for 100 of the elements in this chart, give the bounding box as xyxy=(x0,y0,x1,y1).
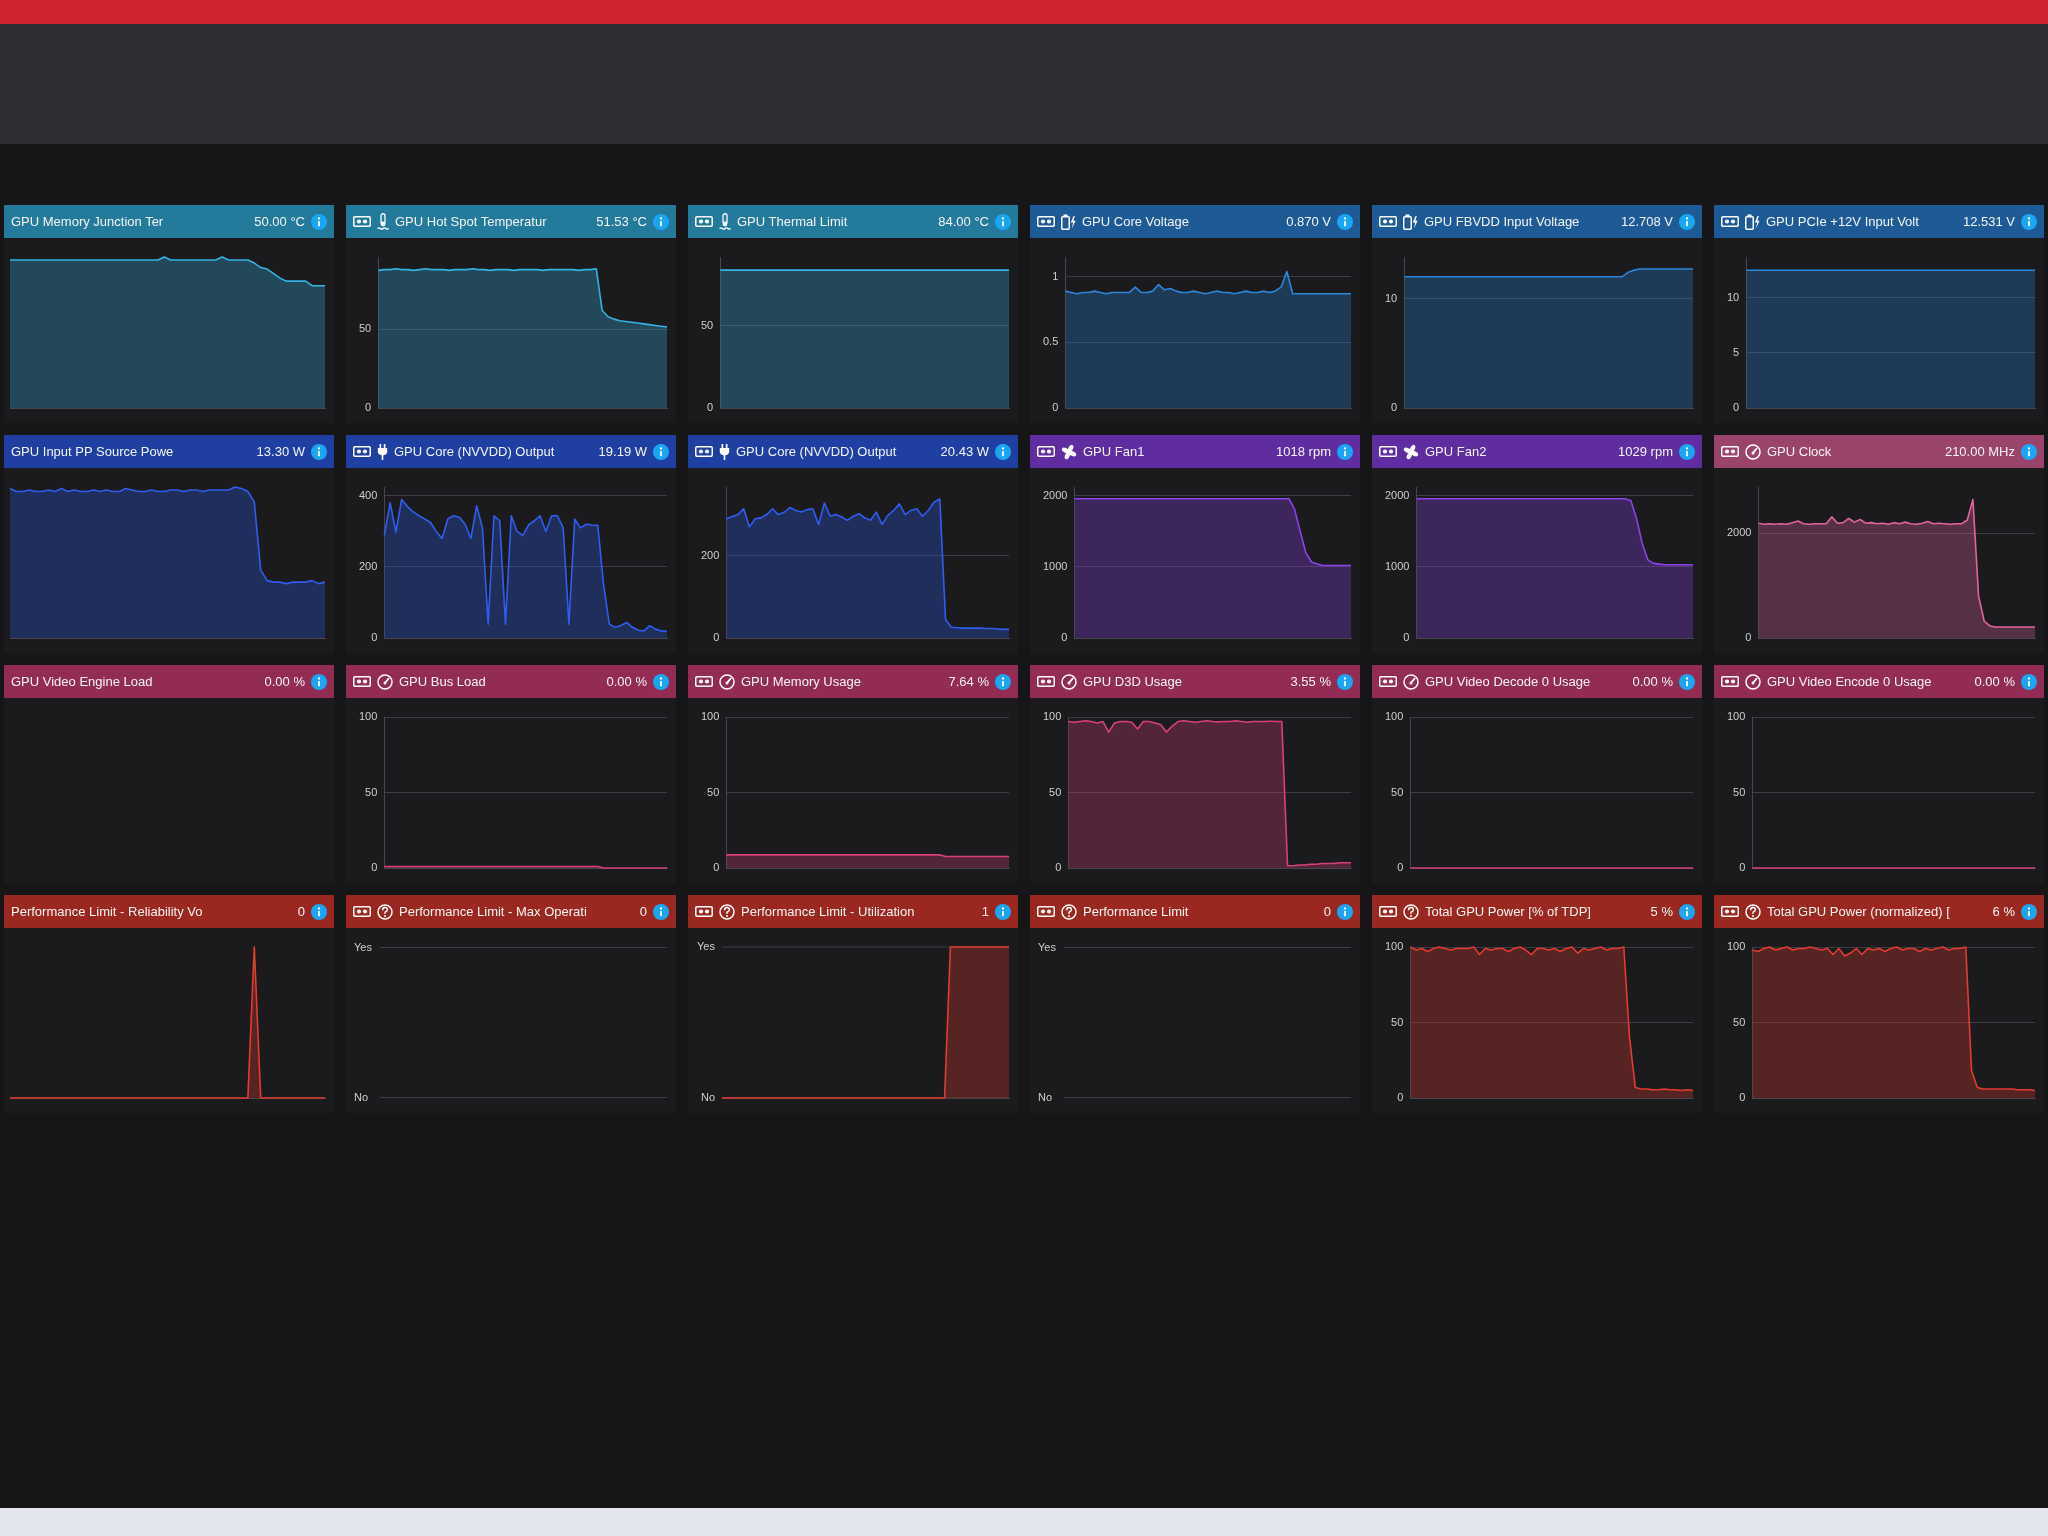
chart-subtitle: 3.55 % xyxy=(1290,674,1331,689)
y-tick-label: 100 xyxy=(1726,940,1746,953)
chart-title: GPU Core (NVVDD) Output xyxy=(394,444,555,459)
chart-title: GPU Memory Usage xyxy=(741,674,861,689)
y-tick-label: 0 xyxy=(713,861,720,874)
chart-title: GPU Video Encode 0 Usage xyxy=(1767,674,1932,689)
y-tick-label: 2000 xyxy=(1726,526,1752,539)
y-tick-label: 0 xyxy=(707,401,714,414)
chart-subtitle: 1 xyxy=(981,904,989,919)
y-tick-label: 1 xyxy=(1052,269,1059,282)
text: Yes xyxy=(354,940,372,954)
y-tick-label: 50 xyxy=(365,785,378,798)
y-tick-label: 100 xyxy=(358,710,378,723)
y-tick-label: 10 xyxy=(1726,290,1740,303)
text: Performance Limit - Max Operati xyxy=(399,904,587,919)
text: Yes xyxy=(1038,940,1056,954)
chart-title: GPU PCIe +12V Input Volt xyxy=(1766,214,1919,229)
chart-subtitle: 13.30 W xyxy=(256,444,305,459)
chart-title: GPU Clock xyxy=(1767,444,1832,459)
chart-subtitle: 6 % xyxy=(1992,904,2015,919)
chart-title: GPU Core (NVVDD) Output xyxy=(736,444,897,459)
chart-subtitle: 0 xyxy=(297,904,305,919)
text: No xyxy=(354,1090,369,1104)
chart-subtitle: 0.00 % xyxy=(606,674,647,689)
chart-subtitle: 19.19 W xyxy=(598,444,647,459)
text: 0 xyxy=(639,904,647,919)
chart-subtitle: 0.00 % xyxy=(1974,674,2015,689)
text: No xyxy=(1038,1090,1053,1104)
y-tick-label: 0 xyxy=(713,631,720,644)
chart-subtitle: 1018 rpm xyxy=(1276,444,1331,459)
chart-subtitle: 0.00 % xyxy=(1632,674,1673,689)
y-tick-label: 0 xyxy=(365,401,372,414)
y-tick-label: 200 xyxy=(358,559,378,572)
chart-subtitle: 51.53 °C xyxy=(596,214,647,229)
y-tick-label: 50 xyxy=(700,318,714,331)
text: Performance Limit xyxy=(1083,904,1189,919)
chart-subtitle: 12.708 V xyxy=(1620,214,1673,229)
chart-title: GPU FBVDD Input Voltage xyxy=(1424,214,1580,229)
chart-title: GPU Bus Load xyxy=(399,674,486,689)
y-tick-label: 50 xyxy=(1391,1015,1404,1028)
chart-title: GPU Fan2 xyxy=(1425,444,1487,459)
y-tick-label: 50 xyxy=(707,785,720,798)
y-tick-label: 50 xyxy=(1733,1015,1746,1028)
y-tick-label: 0 xyxy=(1391,401,1398,414)
chart-title: Performance Limit - Reliability Vo xyxy=(11,904,203,919)
y-tick-label: 0 xyxy=(1397,861,1404,874)
chart-subtitle: 210.00 MHz xyxy=(1944,444,2015,459)
y-tick-label: 50 xyxy=(1391,785,1404,798)
chart-subtitle: 7.64 % xyxy=(948,674,989,689)
y-tick-label: 10 xyxy=(1384,291,1398,304)
chart-title: Total GPU Power [% of TDP] xyxy=(1425,904,1591,919)
chart-subtitle: 12.531 V xyxy=(1962,214,2015,229)
chart-subtitle: 5 % xyxy=(1650,904,1673,919)
y-tick-label: 5 xyxy=(1733,345,1740,358)
y-tick-label: 100 xyxy=(1042,710,1062,723)
chart-subtitle: 1029 rpm xyxy=(1618,444,1673,459)
y-tick-label: 0 xyxy=(1739,1091,1746,1104)
y-tick-label: 100 xyxy=(1726,710,1746,723)
y-tick-label: 0 xyxy=(1061,631,1068,644)
text: 0 xyxy=(1323,904,1331,919)
y-tick-label: 50 xyxy=(358,322,372,335)
chart-title: GPU Video Decode 0 Usage xyxy=(1425,674,1591,689)
y-tick-label: 100 xyxy=(1384,940,1404,953)
ref-line-label: No xyxy=(700,1091,715,1104)
y-tick-label: 200 xyxy=(700,548,720,561)
y-tick-label: 2000 xyxy=(1042,488,1068,501)
y-tick-label: 0 xyxy=(1733,401,1740,414)
chart-title: Total GPU Power (normalized) [ xyxy=(1767,904,1950,919)
chart-title: GPU Input PP Source Powe xyxy=(11,444,174,459)
chart-subtitle: 50.00 °C xyxy=(254,214,305,229)
text: 0.00 % xyxy=(264,674,305,689)
y-tick-label: 50 xyxy=(1049,785,1062,798)
y-tick-label: 100 xyxy=(700,710,720,723)
chart-title: GPU Memory Junction Ter xyxy=(11,214,164,229)
text: GPU Video Engine Load xyxy=(11,674,153,689)
y-tick-label: 0 xyxy=(371,861,378,874)
y-tick-label: 400 xyxy=(358,488,378,501)
y-tick-label: 50 xyxy=(1733,785,1746,798)
y-tick-label: 1000 xyxy=(1042,559,1068,572)
y-tick-label: 0 xyxy=(1052,401,1059,414)
ref-line-label: Yes xyxy=(697,940,716,953)
chart-subtitle: 84.00 °C xyxy=(938,214,989,229)
chart-title: Performance Limit - Utilization xyxy=(741,904,915,919)
chart-title: GPU Fan1 xyxy=(1083,444,1145,459)
chart-subtitle: 0.870 V xyxy=(1286,214,1331,229)
chart-title: GPU Thermal Limit xyxy=(737,214,848,229)
y-tick-label: 2000 xyxy=(1384,488,1410,501)
y-tick-label: 100 xyxy=(1384,710,1404,723)
chart-title: GPU Core Voltage xyxy=(1082,214,1189,229)
y-tick-label: 1000 xyxy=(1384,559,1410,572)
chart-title: GPU Hot Spot Temperatur xyxy=(395,214,547,229)
chart-subtitle: 20.43 W xyxy=(940,444,989,459)
y-tick-label: 0 xyxy=(1397,1091,1404,1104)
y-tick-label: 0 xyxy=(1403,631,1410,644)
y-tick-label: 0 xyxy=(371,631,378,644)
y-tick-label: 0 xyxy=(1745,631,1752,644)
chart-title: GPU D3D Usage xyxy=(1083,674,1182,689)
y-tick-label: 0 xyxy=(1739,861,1746,874)
y-tick-label: 0 xyxy=(1055,861,1062,874)
y-tick-label: 0.5 xyxy=(1042,335,1059,348)
